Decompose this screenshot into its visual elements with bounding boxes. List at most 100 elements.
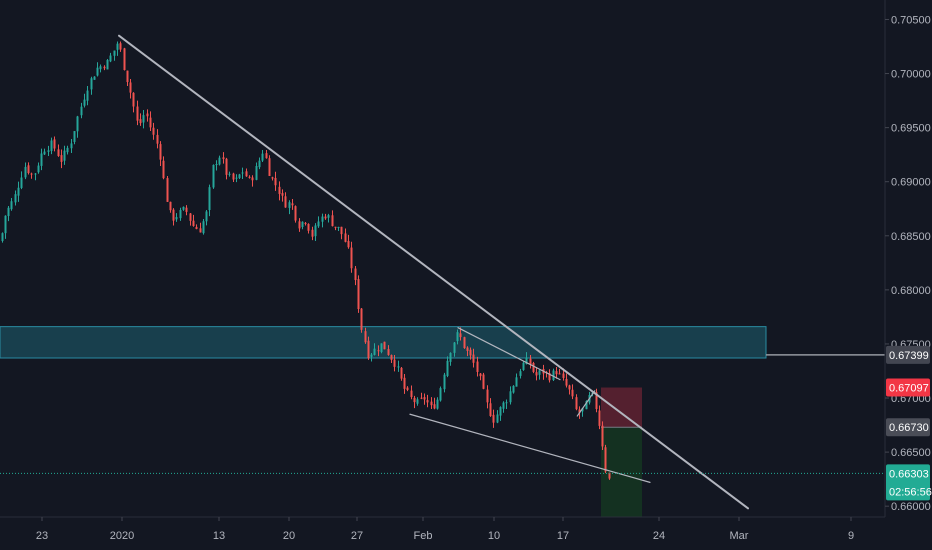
time-tick-label: 23: [36, 530, 48, 542]
candle-body: [502, 402, 505, 409]
candle-body: [156, 134, 159, 144]
candle-body: [14, 194, 17, 203]
candle-body: [281, 193, 284, 196]
candle-body: [535, 372, 538, 376]
candle-body: [344, 233, 347, 242]
time-tick-label: 2020: [110, 530, 134, 542]
candle-body: [159, 144, 162, 160]
candle-body: [604, 447, 607, 472]
candle-body: [24, 166, 27, 178]
candle-body: [327, 215, 330, 218]
candle-body: [99, 66, 102, 70]
price-tick-label: 0.68000: [891, 285, 931, 297]
price-badge: [886, 345, 930, 364]
candle-body: [499, 407, 502, 416]
wedge-lower-line: [409, 413, 651, 483]
candle-body: [380, 343, 383, 353]
candle-body: [400, 367, 403, 379]
candle-body: [486, 389, 489, 403]
candle-body: [274, 177, 277, 186]
candle-body: [37, 165, 40, 173]
candle-body: [390, 355, 393, 360]
candle-body: [83, 99, 86, 106]
candle-body: [525, 357, 528, 365]
time-tick-label: 9: [848, 530, 854, 542]
support-zone: [0, 326, 767, 359]
candle-body: [245, 171, 248, 177]
time-tick-label: 20: [283, 530, 295, 542]
candle-body: [152, 127, 155, 135]
candle-body: [354, 268, 357, 281]
candle-body: [443, 374, 446, 390]
price-tick-label: 0.70000: [891, 69, 931, 81]
time-tick-label: 24: [653, 530, 665, 542]
candle-body: [370, 354, 373, 357]
candle-body: [304, 222, 307, 224]
candle-body: [291, 203, 294, 206]
candle-body: [426, 400, 429, 403]
candle-body: [496, 414, 499, 423]
candle-body: [337, 226, 340, 228]
time-axis[interactable]: 23 2020 13 20 27 Feb 10 17 24 Mar 9: [36, 517, 854, 542]
candle-body: [466, 347, 469, 351]
candle-body: [271, 177, 274, 179]
candle-body: [456, 332, 459, 342]
candle-body: [529, 358, 532, 365]
candle-body: [509, 391, 512, 403]
candle-body: [558, 373, 561, 375]
candle-body: [169, 201, 172, 211]
candle-body: [251, 177, 254, 181]
candle-body: [228, 173, 231, 175]
candle-body: [47, 150, 50, 152]
time-tick-label: Feb: [414, 530, 433, 542]
candle-body: [34, 173, 37, 175]
candle-body: [288, 202, 291, 208]
candle-body: [383, 341, 386, 350]
candle-body: [347, 240, 350, 248]
candle-body: [324, 216, 327, 219]
candle-body: [30, 173, 33, 175]
candle-body: [472, 354, 475, 363]
candle-body: [575, 397, 578, 410]
candle-body: [205, 211, 208, 222]
time-tick-label: 13: [213, 530, 225, 542]
candle-body: [57, 149, 60, 156]
price-badge-label: 0.67399: [889, 350, 929, 362]
candle-body: [373, 348, 376, 355]
candle-body: [532, 362, 535, 372]
wedge-upper-line: [457, 327, 561, 381]
candle-body: [331, 215, 334, 227]
candle-body: [334, 226, 337, 228]
candle-body: [215, 164, 218, 166]
candle-body: [7, 207, 10, 217]
candle-body: [357, 279, 360, 310]
price-tick-label: 0.66000: [891, 501, 931, 513]
candle-body: [166, 178, 169, 202]
candle-body: [423, 397, 426, 400]
candle-body: [20, 177, 23, 188]
candle-body: [430, 401, 433, 406]
candle-body: [258, 160, 261, 168]
candle-body: [17, 187, 20, 196]
candle-body: [489, 403, 492, 416]
candle-body: [439, 388, 442, 401]
candle-body: [463, 337, 466, 349]
candle-body: [505, 402, 508, 404]
candle-body: [598, 410, 601, 426]
candle-body: [578, 409, 581, 413]
candle-body: [538, 370, 541, 375]
candle-body: [595, 392, 598, 410]
candle-body: [298, 221, 301, 229]
candle-body: [225, 158, 228, 175]
candle-body: [179, 209, 182, 219]
price-axis[interactable]: 0.70500 0.70000 0.69500 0.69000 0.68500 0.680…: [885, 14, 931, 513]
candle-body: [601, 425, 604, 447]
candle-body: [446, 360, 449, 376]
price-tick-label: 0.69000: [891, 177, 931, 189]
candle-body: [119, 43, 122, 50]
candle-body: [265, 153, 268, 159]
candle-body: [548, 373, 551, 381]
time-tick-label: 10: [488, 530, 500, 542]
candle-body: [202, 221, 205, 234]
